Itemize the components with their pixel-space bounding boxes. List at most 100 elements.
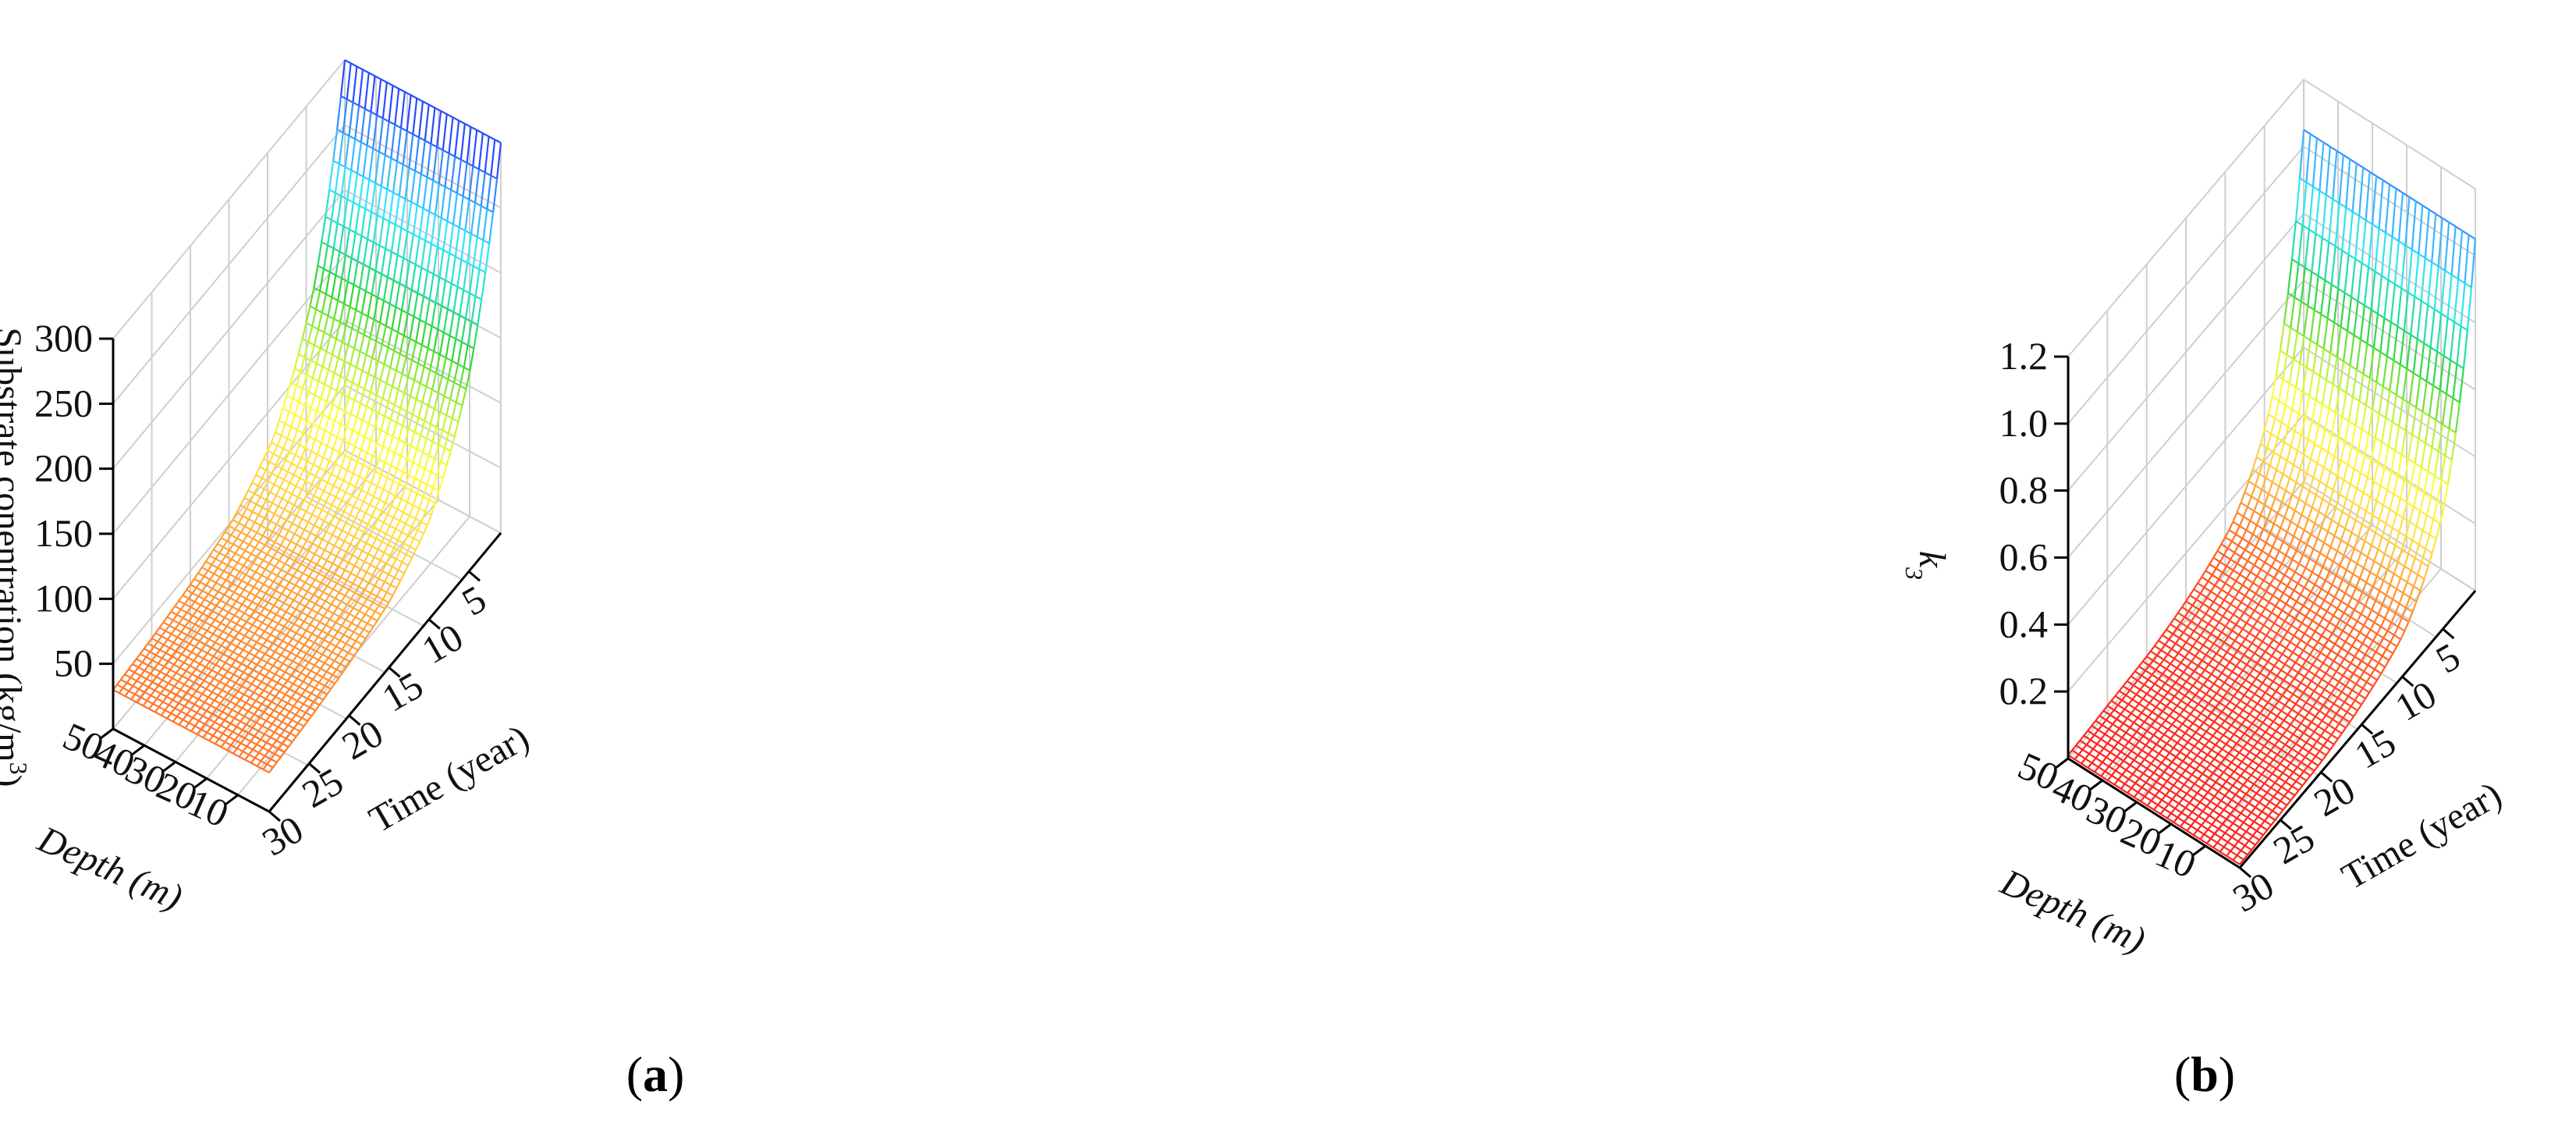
- mesh-line-depth: [307, 633, 313, 641]
- mesh-line-depth: [350, 446, 357, 460]
- mesh-line-depth: [213, 673, 218, 680]
- mesh-line-depth: [2218, 697, 2224, 704]
- mesh-line-depth: [2275, 456, 2282, 471]
- mesh-line-depth: [355, 539, 361, 549]
- mesh-line-depth: [2207, 824, 2213, 830]
- mesh-line-depth: [300, 404, 306, 418]
- mesh-line-depth: [151, 676, 158, 683]
- mesh-line-depth: [294, 444, 300, 456]
- mesh-line-depth: [2207, 749, 2212, 755]
- mesh-line-depth: [2328, 489, 2334, 504]
- mesh-line-depth: [2319, 705, 2324, 712]
- mesh-line-depth: [2212, 692, 2218, 699]
- mesh-line-depth: [287, 523, 293, 531]
- mesh-line-depth: [2449, 322, 2456, 361]
- mesh-line-depth: [2302, 686, 2308, 694]
- mesh-line-depth: [356, 595, 362, 602]
- mesh-line-depth: [2266, 824, 2273, 831]
- mesh-line-depth: [436, 461, 442, 476]
- mesh-line-depth: [122, 682, 128, 689]
- mesh-line-depth: [2433, 451, 2439, 476]
- mesh-line-depth: [349, 655, 355, 663]
- mesh-line-depth: [385, 525, 391, 535]
- mesh-line-depth: [204, 638, 211, 645]
- mesh-line-depth: [2320, 279, 2326, 314]
- mesh-line-depth: [2381, 523, 2387, 538]
- mesh-line-depth: [2397, 616, 2403, 627]
- mesh-line-depth: [2363, 664, 2369, 673]
- mesh-line-depth: [2166, 737, 2172, 744]
- mesh-line-depth: [2272, 633, 2278, 641]
- mesh-line-depth: [417, 452, 424, 466]
- mesh-line-depth: [368, 602, 374, 609]
- mesh-line-depth: [268, 503, 273, 511]
- mesh-line-depth: [2187, 774, 2193, 780]
- mesh-line-depth: [313, 636, 319, 644]
- mesh-line-depth: [2224, 790, 2230, 797]
- mesh-line-depth: [371, 395, 378, 410]
- mesh-line-depth: [2390, 450, 2397, 473]
- mesh-line-depth: [2234, 525, 2241, 535]
- mesh-line-depth: [355, 634, 360, 642]
- mesh-line-depth: [2143, 716, 2149, 723]
- mesh-line-depth: [2237, 798, 2243, 805]
- mesh-line-depth: [384, 449, 390, 463]
- mesh-line-depth: [2282, 729, 2287, 736]
- mesh-line-depth: [2289, 590, 2295, 598]
- mesh-line-depth: [139, 648, 145, 655]
- mesh-line-depth: [2453, 279, 2460, 322]
- mesh-line-depth: [303, 615, 309, 622]
- mesh-line-depth: [2278, 734, 2283, 741]
- mesh-line-depth: [361, 406, 368, 421]
- mesh-line-depth: [2321, 194, 2327, 238]
- mesh-line-depth: [259, 489, 265, 498]
- mesh-line-depth: [2313, 684, 2319, 692]
- mesh-line-depth: [158, 701, 164, 708]
- mesh-line-depth: [330, 573, 336, 581]
- mesh-line-depth: [226, 744, 232, 751]
- mesh-line-depth: [2369, 669, 2376, 677]
- mesh-line-depth: [181, 670, 187, 677]
- mesh-line-depth: [400, 286, 407, 311]
- mesh-line-depth: [2241, 529, 2248, 539]
- mesh-line-depth: [2344, 583, 2351, 594]
- mesh-line-depth: [2407, 540, 2414, 554]
- mesh-line-depth: [346, 661, 351, 668]
- mesh-line-depth: [156, 693, 161, 699]
- mesh-line-depth: [332, 556, 338, 564]
- mesh-line-depth: [2124, 703, 2130, 710]
- mesh-line-depth: [2391, 394, 2397, 423]
- mesh-line-depth: [316, 582, 322, 590]
- mesh-line-depth: [2172, 627, 2178, 634]
- mesh-line-depth: [2286, 521, 2292, 533]
- mesh-line-depth: [316, 442, 322, 455]
- mesh-line-depth: [354, 433, 360, 447]
- mesh-line-depth: [353, 331, 360, 349]
- mesh-line-depth: [2198, 736, 2203, 742]
- mesh-line-depth: [2269, 523, 2275, 535]
- mesh-line-depth: [2281, 603, 2287, 611]
- mesh-line-depth: [126, 677, 132, 684]
- mesh-line-depth: [2247, 849, 2252, 855]
- mesh-line-depth: [415, 382, 421, 400]
- time-tick-label: 5: [455, 577, 494, 624]
- mesh-line-depth: [2116, 751, 2122, 758]
- mesh-line-depth: [2290, 662, 2297, 670]
- mesh-line-depth: [2271, 768, 2277, 775]
- mesh-line-depth: [2266, 612, 2273, 620]
- mesh-line-depth: [434, 490, 440, 504]
- mesh-line-depth: [2294, 263, 2300, 298]
- mesh-line-depth: [341, 643, 347, 650]
- mesh-line-depth: [213, 567, 219, 574]
- mesh-line-depth: [2233, 650, 2238, 657]
- mesh-line-depth: [2249, 609, 2255, 618]
- mesh-line-depth: [193, 595, 200, 602]
- mesh-line-depth: [271, 464, 277, 474]
- mesh-line-depth: [2287, 624, 2293, 633]
- mesh-line-depth: [282, 438, 289, 449]
- mesh-line-depth: [290, 560, 296, 568]
- mesh-line-depth: [366, 439, 372, 453]
- mesh-line-depth: [2284, 739, 2290, 745]
- mesh-line-depth: [2340, 727, 2347, 734]
- mesh-line-depth: [2336, 691, 2343, 698]
